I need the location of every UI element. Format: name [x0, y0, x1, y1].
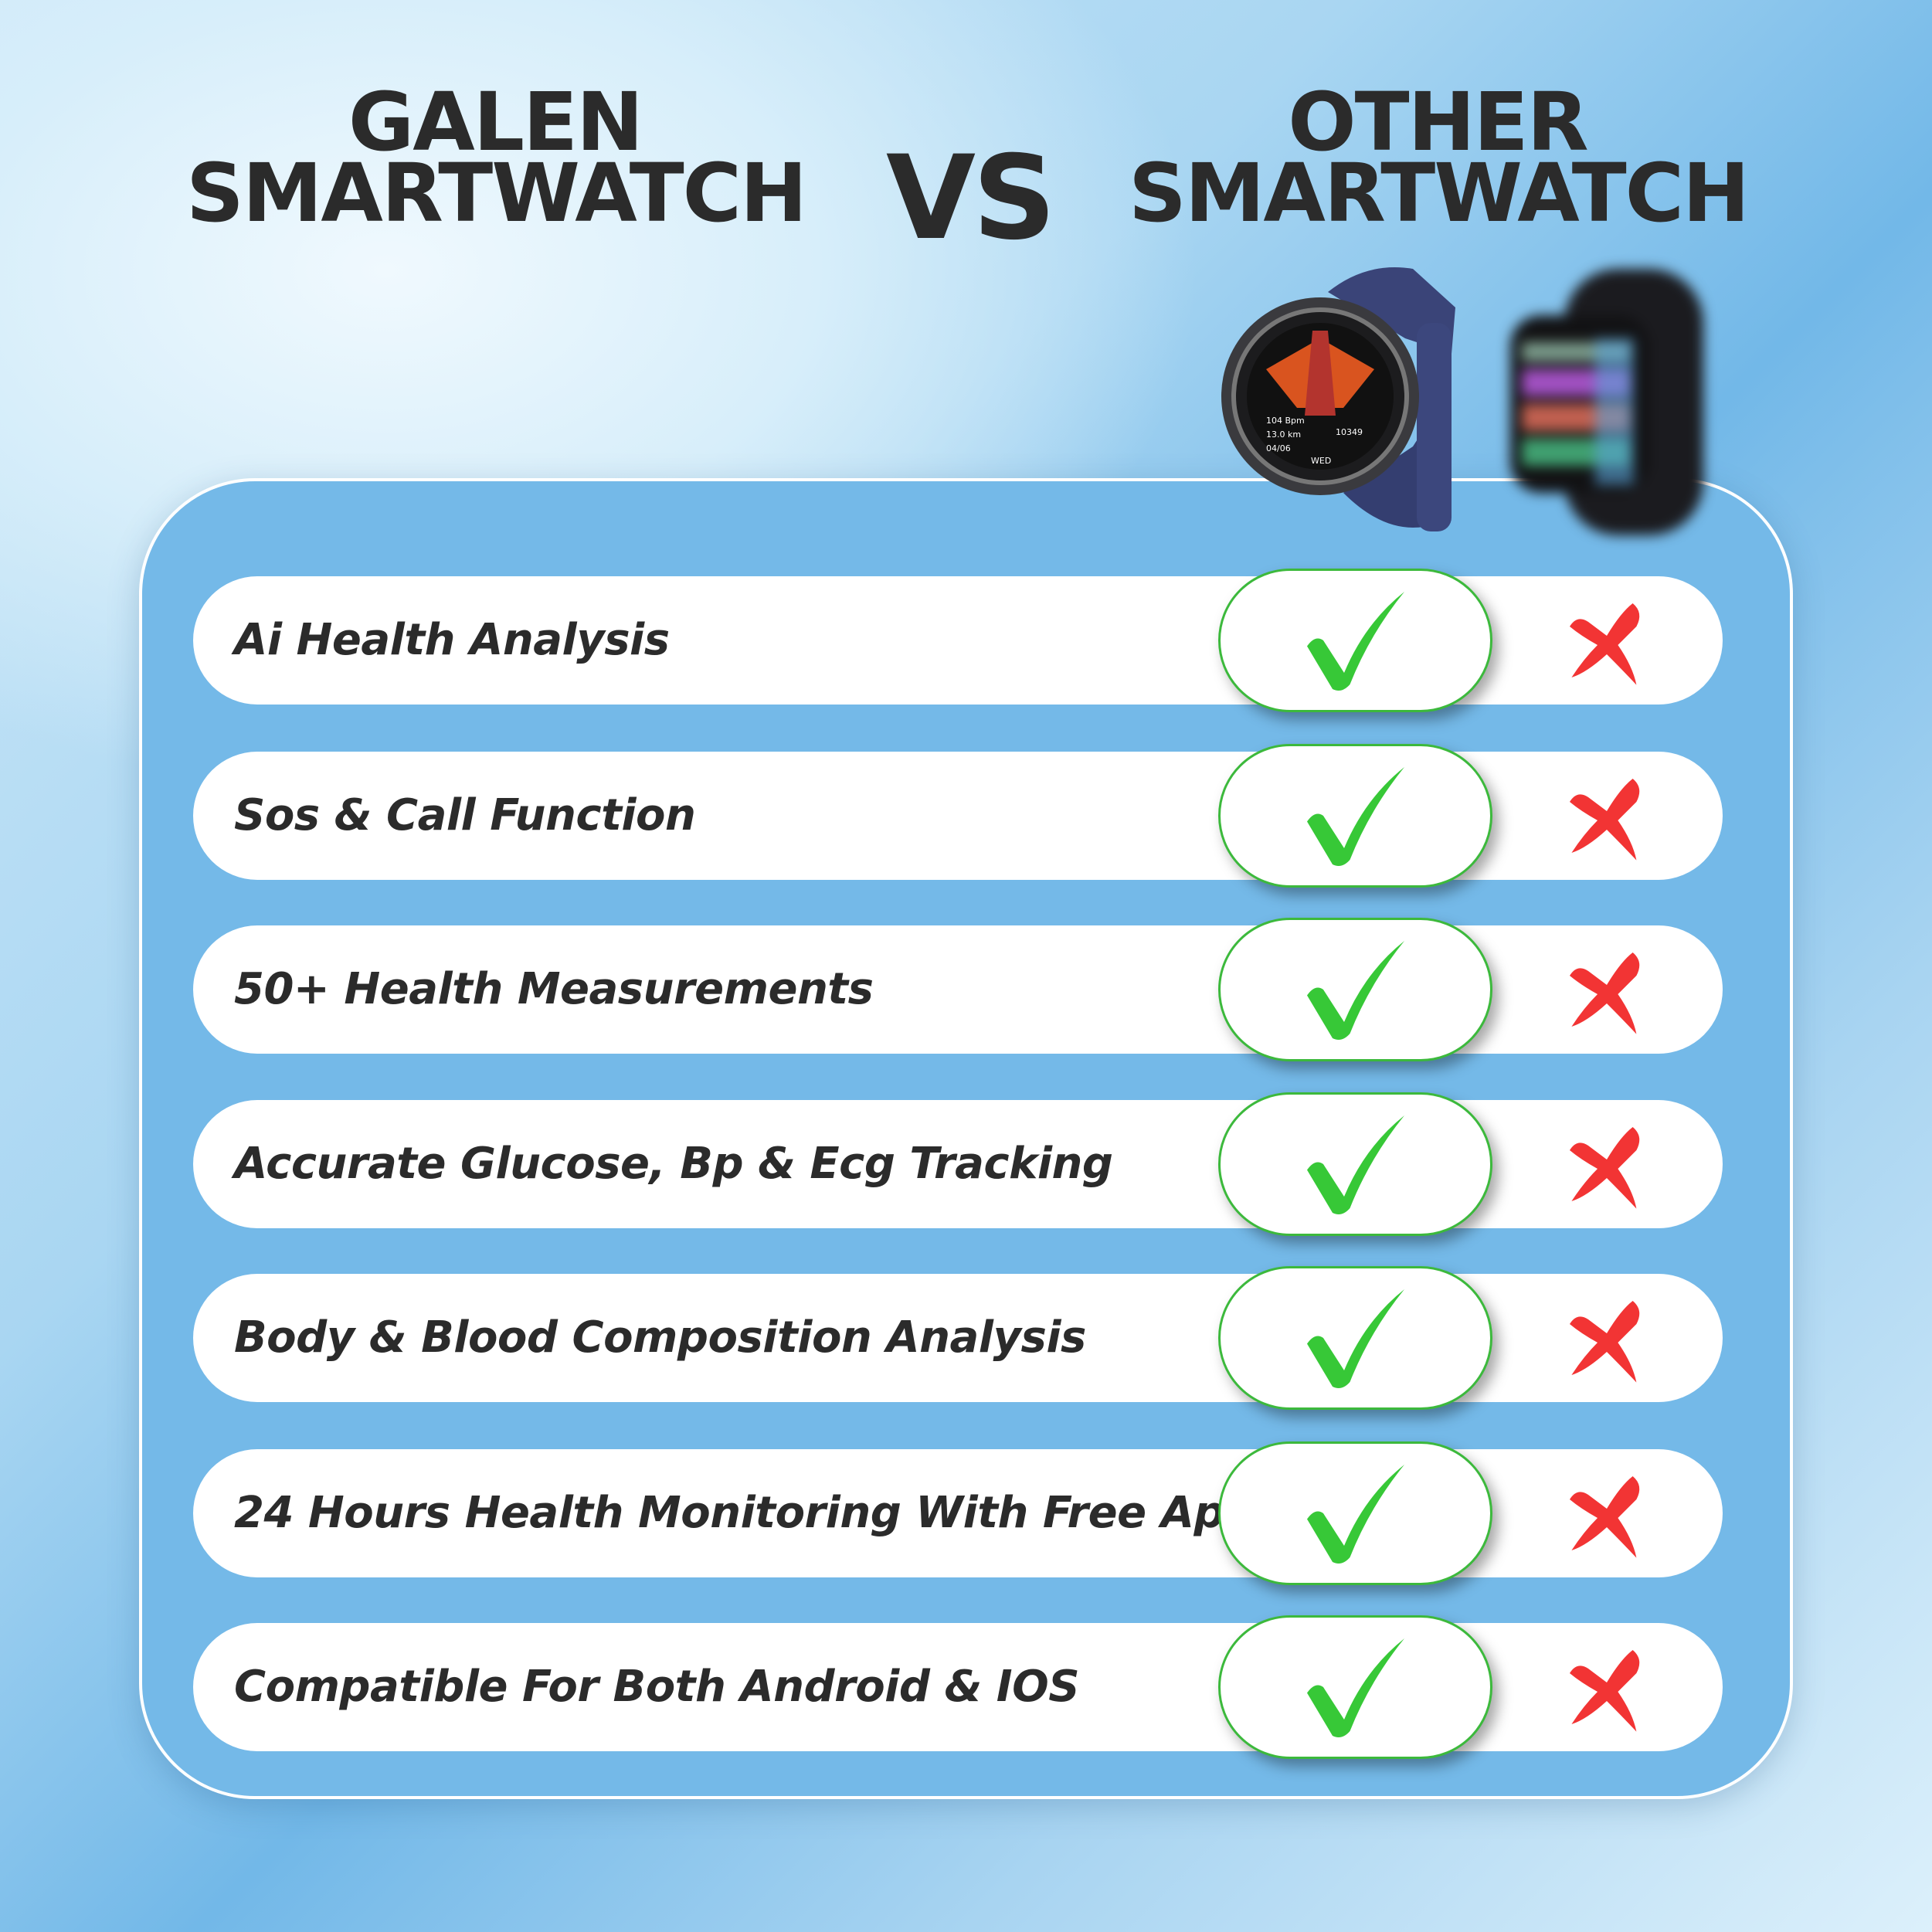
cross-icon [1570, 1301, 1640, 1383]
feature-row: Sos & Call Function [193, 744, 1723, 888]
feature-label: Ai Health Analysis [234, 615, 670, 665]
feature-label: Compatible For Both Android & IOS [234, 1662, 1080, 1712]
feature-row: 50+ Health Measurements [193, 918, 1723, 1061]
check-icon [1306, 1638, 1404, 1737]
galen-watch-image: 104 Bpm 13.0 km 10349 04/06 WED [1221, 267, 1455, 531]
heart-rate-readout: 104 Bpm [1266, 416, 1305, 426]
galen-check-pill [1218, 1615, 1492, 1759]
cross-icon [1570, 603, 1640, 685]
feature-row: 24 Hours Health Monitoring With Free App [193, 1441, 1723, 1585]
cross-icon [1570, 1476, 1640, 1558]
galen-check-pill [1218, 744, 1492, 888]
cross-icon [1570, 1127, 1640, 1209]
title-line: SMARTWATCH [186, 146, 807, 240]
check-icon [1306, 767, 1404, 866]
check-icon [1306, 1289, 1404, 1388]
other-title: OTHER SMARTWATCH [1129, 75, 1750, 240]
galen-check-pill [1218, 569, 1492, 712]
feature-row: Ai Health Analysis [193, 569, 1723, 712]
feature-row: Body & Blood Composition Analysis [193, 1266, 1723, 1410]
galen-check-pill [1218, 1092, 1492, 1236]
check-icon [1306, 1465, 1404, 1564]
feature-label: Accurate Glucose, Bp & Ecg Tracking [234, 1139, 1113, 1189]
check-icon [1306, 1115, 1404, 1214]
title-line: OTHER [1288, 75, 1589, 169]
vs-label: VS [885, 131, 1056, 266]
galen-check-pill [1218, 1441, 1492, 1585]
title-line: GALEN [348, 75, 643, 169]
galen-check-pill [1218, 1266, 1492, 1410]
title-line: SMARTWATCH [1129, 146, 1750, 240]
feature-row: Compatible For Both Android & IOS [193, 1615, 1723, 1759]
feature-label: Sos & Call Function [234, 790, 696, 840]
steps-readout: 10349 [1336, 427, 1363, 437]
galen-check-pill [1218, 918, 1492, 1061]
day-readout: WED [1311, 456, 1331, 466]
date-readout: 04/06 [1266, 443, 1291, 453]
feature-row: Accurate Glucose, Bp & Ecg Tracking [193, 1092, 1723, 1236]
cross-icon [1570, 1650, 1640, 1732]
other-watch-image [1510, 269, 1703, 535]
galen-title: GALEN SMARTWATCH [186, 75, 807, 240]
check-icon [1306, 592, 1404, 691]
feature-label: 24 Hours Health Monitoring With Free App [234, 1488, 1255, 1538]
feature-label: Body & Blood Composition Analysis [234, 1312, 1086, 1363]
distance-readout: 13.0 km [1266, 430, 1301, 440]
cross-icon [1570, 952, 1640, 1034]
feature-label: 50+ Health Measurements [234, 964, 874, 1014]
cross-icon [1570, 779, 1640, 861]
check-icon [1306, 941, 1404, 1040]
